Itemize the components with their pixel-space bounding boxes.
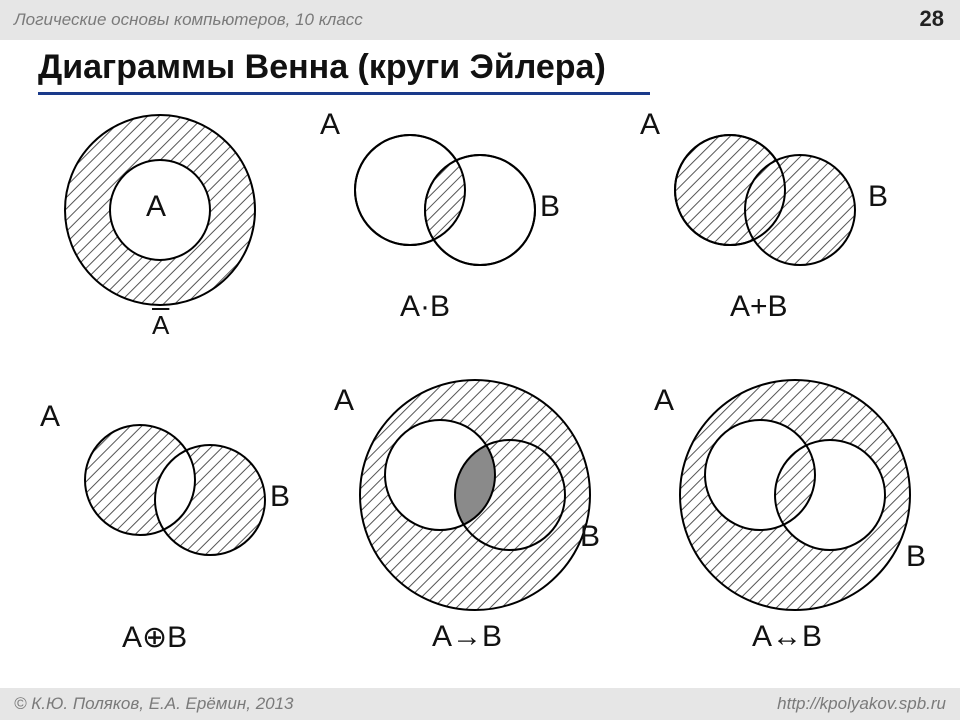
course-label: Логические основы компьютеров, 10 класс <box>14 10 363 30</box>
caption-xor: A⊕B <box>122 620 187 655</box>
label-b: B <box>270 480 290 514</box>
caption-or: A+B <box>730 290 788 324</box>
diagram-not-a: A A <box>40 110 280 370</box>
label-b: B <box>906 540 926 574</box>
caption-and: A·B <box>400 290 450 324</box>
caption-implies: A→B <box>432 620 502 654</box>
title-underline <box>38 92 650 95</box>
label-a: A <box>146 190 166 224</box>
caption-not-a: A <box>152 310 169 341</box>
venn-and <box>300 110 580 300</box>
label-a: A <box>320 108 340 142</box>
venn-iff <box>640 370 950 620</box>
label-a: A <box>334 384 354 418</box>
label-a: A <box>40 400 60 434</box>
venn-xor <box>30 390 310 600</box>
footer-copyright: © К.Ю. Поляков, Е.А. Ерёмин, 2013 <box>14 694 294 714</box>
label-b: B <box>540 190 560 224</box>
header-bar: Логические основы компьютеров, 10 класс … <box>0 0 960 40</box>
diagram-and: A B A·B <box>300 110 580 370</box>
venn-implies <box>320 370 630 620</box>
diagram-iff: A B A↔B <box>640 370 950 670</box>
diagram-xor: A B A⊕B <box>30 390 310 670</box>
diagram-implies: A B A→B <box>320 370 630 670</box>
label-b: B <box>868 180 888 214</box>
label-b: B <box>580 520 600 554</box>
diagram-or: A B A+B <box>620 110 920 370</box>
label-a: A <box>640 108 660 142</box>
label-a: A <box>654 384 674 418</box>
caption-iff: A↔B <box>752 620 822 654</box>
page-title: Диаграммы Венна (круги Эйлера) <box>38 48 606 87</box>
page-number: 28 <box>920 6 944 32</box>
footer-url: http://kpolyakov.spb.ru <box>777 694 946 714</box>
footer-bar: © К.Ю. Поляков, Е.А. Ерёмин, 2013 http:/… <box>0 688 960 720</box>
